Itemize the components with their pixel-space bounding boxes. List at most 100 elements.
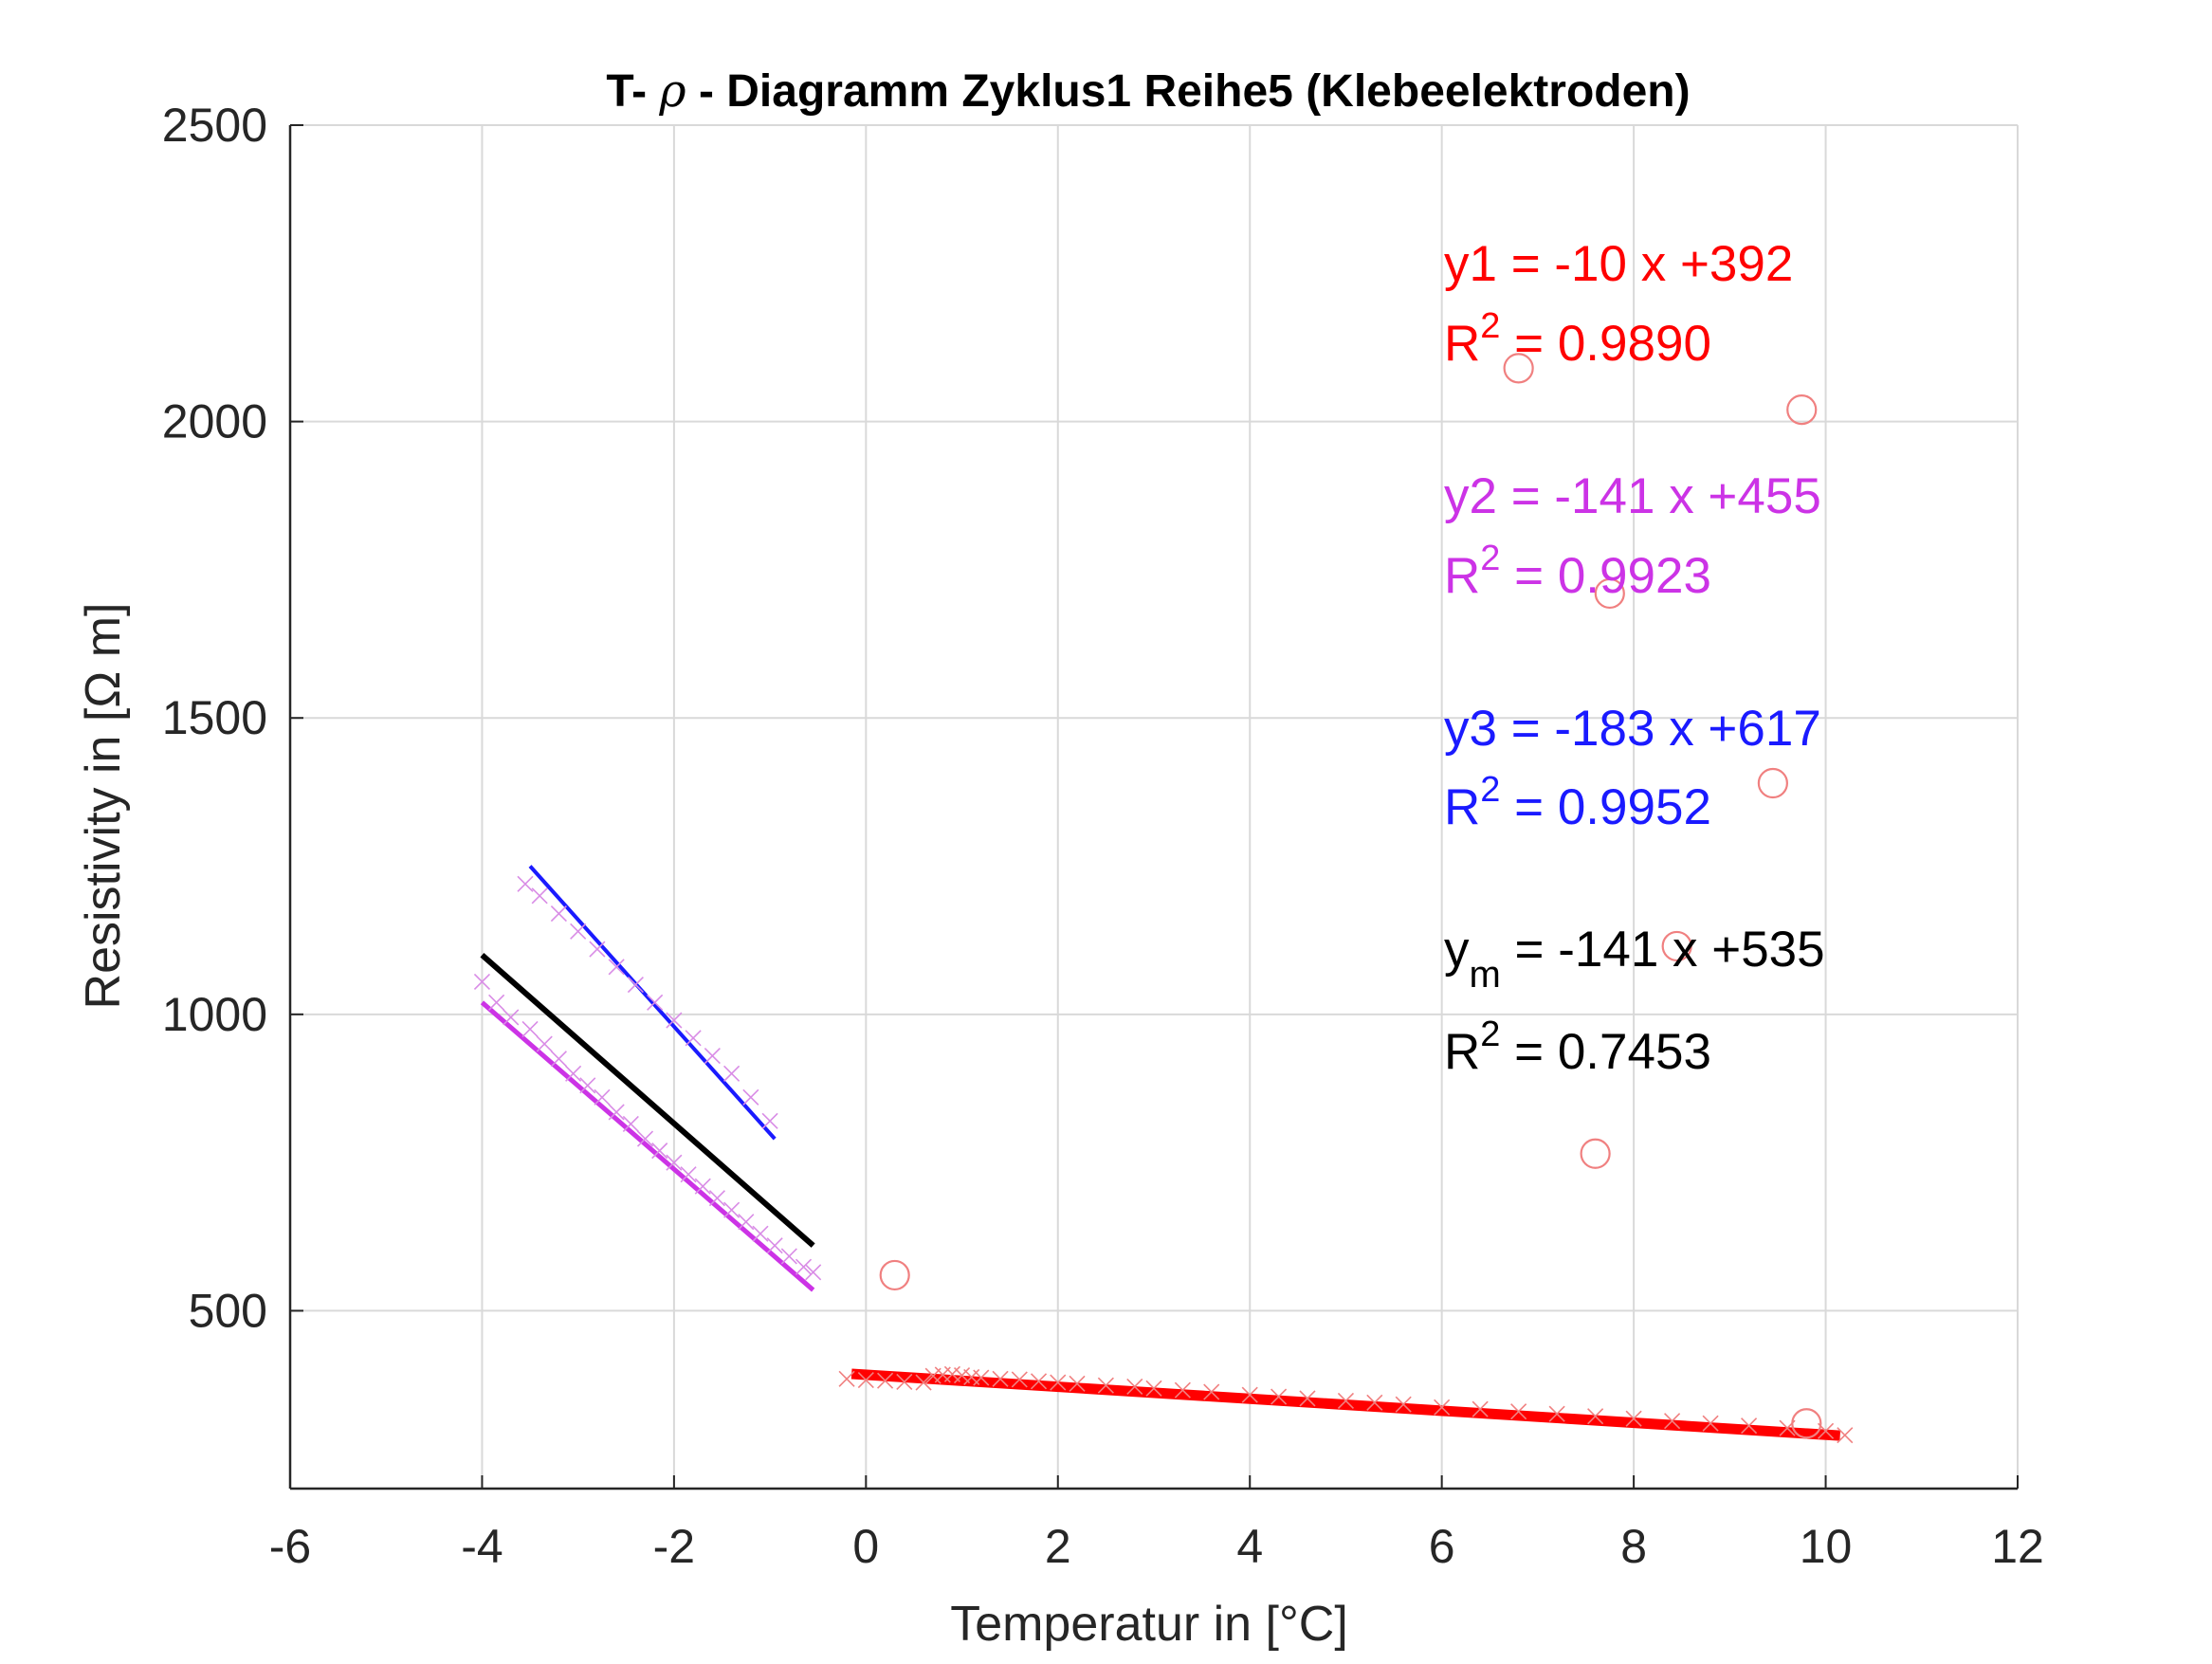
x-marker [550, 905, 567, 923]
x-marker [1174, 1381, 1191, 1399]
x-axis-label: Temperatur in [°C] [950, 1597, 1348, 1652]
fit-equation-label: y2 [1444, 468, 1497, 524]
x-marker [666, 1154, 683, 1171]
x-marker [1069, 1375, 1086, 1392]
x-marker [589, 941, 606, 958]
x-marker [1241, 1386, 1258, 1403]
x-marker [723, 1065, 740, 1082]
x-marker [973, 1369, 990, 1386]
x-marker [1030, 1373, 1048, 1390]
x-marker [761, 1112, 778, 1129]
x-marker [838, 1370, 855, 1387]
fit-equation-subscript: m [1470, 954, 1501, 996]
x-marker [1587, 1408, 1604, 1425]
r-squared-superscript: 2 [1480, 770, 1500, 810]
x-marker [1271, 1388, 1288, 1405]
x-tick-label: -4 [461, 1520, 503, 1573]
fit-equation: y1 = -10 x +392 [1444, 236, 1793, 292]
x-marker [1625, 1410, 1642, 1427]
x-marker [570, 923, 587, 940]
y-tick-label: 500 [189, 1284, 267, 1337]
x-marker [1203, 1383, 1220, 1400]
y-axis-label: Resistivity in [Ω m] [76, 603, 131, 1010]
x-marker [685, 1030, 702, 1047]
x-marker [780, 1248, 797, 1265]
y-tick-label: 2000 [162, 395, 267, 448]
fit-equation-text: = -141 x +455 [1497, 468, 1821, 524]
chart-title-symbol: ρ [658, 64, 686, 118]
r-squared-label: R [1444, 779, 1480, 835]
y-tick-label: 1000 [162, 988, 267, 1041]
circle-marker [1580, 1138, 1611, 1169]
x-marker [594, 1088, 611, 1106]
x-marker [752, 1225, 769, 1242]
x-marker [992, 1370, 1009, 1387]
fit-equation-label: y3 [1444, 701, 1497, 757]
x-marker [805, 1264, 822, 1281]
x-marker [488, 994, 505, 1011]
x-tick-label: 2 [1045, 1520, 1071, 1573]
x-marker [896, 1373, 913, 1391]
fit-r-squared: R2 = 0.9923 [1444, 539, 1711, 604]
x-tick-label: 8 [1620, 1520, 1647, 1573]
x-marker [1337, 1392, 1355, 1410]
x-marker [1472, 1400, 1489, 1417]
circle-marker [1661, 930, 1692, 962]
x-marker [503, 1009, 520, 1026]
fit-equation-label: y1 [1444, 236, 1497, 292]
x-marker [680, 1166, 697, 1183]
x-marker [694, 1178, 711, 1195]
fit-r-squared: R2 = 0.7453 [1444, 1015, 1711, 1080]
x-marker [1126, 1378, 1143, 1396]
circle-marker [1791, 1408, 1822, 1439]
fit-equation-text: = -141 x +535 [1501, 922, 1825, 978]
x-marker [1299, 1390, 1316, 1407]
x-tick-label: 6 [1429, 1520, 1455, 1573]
chart-title-prefix: T- [606, 66, 659, 117]
x-marker [738, 1214, 755, 1231]
x-marker [647, 994, 664, 1011]
x-marker [1395, 1396, 1412, 1413]
x-marker [877, 1372, 894, 1389]
x-marker [723, 1201, 740, 1218]
x-tick-label: -2 [653, 1520, 695, 1573]
x-marker [1837, 1427, 1854, 1444]
x-marker [622, 1115, 639, 1133]
x-marker [1510, 1403, 1527, 1420]
x-marker [521, 1020, 539, 1038]
fit-equation: y2 = -141 x +455 [1444, 468, 1821, 524]
data-markers [473, 353, 1854, 1444]
x-marker [708, 1190, 726, 1207]
x-marker [550, 1051, 567, 1068]
x-marker [536, 1035, 553, 1052]
x-marker [666, 1012, 683, 1029]
y-tick-label: 2500 [162, 99, 267, 152]
x-marker [915, 1374, 932, 1391]
x-marker [1050, 1374, 1067, 1391]
x-marker [1097, 1377, 1114, 1394]
r-squared-value: = 0.9923 [1500, 548, 1711, 604]
x-marker [627, 977, 644, 994]
x-marker [1366, 1394, 1383, 1411]
x-marker [857, 1372, 874, 1389]
x-tick-label: 10 [1800, 1520, 1853, 1573]
r-squared-superscript: 2 [1480, 1015, 1500, 1054]
fit-equation-text: = -10 x +392 [1497, 236, 1793, 292]
circle-marker [1786, 394, 1818, 426]
x-marker [579, 1077, 596, 1094]
x-marker [704, 1048, 721, 1065]
x-marker [1664, 1413, 1681, 1430]
r-squared-value: = 0.9952 [1500, 779, 1711, 835]
r-squared-value: = 0.9890 [1500, 316, 1711, 372]
r-squared-superscript: 2 [1480, 306, 1500, 346]
x-marker [473, 973, 491, 991]
x-marker [742, 1088, 759, 1106]
x-marker [1548, 1405, 1565, 1422]
circle-marker [1594, 577, 1625, 610]
r-squared-value: = 0.7453 [1500, 1024, 1711, 1080]
x-marker [1434, 1399, 1451, 1416]
r-squared-superscript: 2 [1480, 539, 1500, 578]
